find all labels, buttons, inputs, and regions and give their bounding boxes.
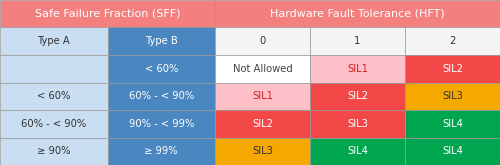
Text: 90% - < 99%: 90% - < 99% <box>128 119 194 129</box>
Text: < 60%: < 60% <box>144 64 178 74</box>
Bar <box>108 82 215 110</box>
Bar <box>215 55 310 82</box>
Bar <box>405 110 500 137</box>
Bar <box>0 137 108 165</box>
Text: 60% - < 90%: 60% - < 90% <box>21 119 86 129</box>
Bar <box>108 55 215 82</box>
Text: SIL1: SIL1 <box>347 64 368 74</box>
Text: ≥ 99%: ≥ 99% <box>144 146 178 156</box>
Bar <box>108 28 215 55</box>
Bar <box>0 110 108 137</box>
Text: SIL3: SIL3 <box>347 119 368 129</box>
Bar <box>215 0 500 28</box>
Text: SIL4: SIL4 <box>442 119 463 129</box>
Text: < 60%: < 60% <box>37 91 70 101</box>
Bar <box>215 82 310 110</box>
Text: SIL2: SIL2 <box>252 119 273 129</box>
Bar <box>215 110 310 137</box>
Bar <box>0 28 108 55</box>
Text: SIL3: SIL3 <box>252 146 273 156</box>
Bar <box>405 28 500 55</box>
Text: Type B: Type B <box>145 36 178 46</box>
Text: SIL2: SIL2 <box>442 64 463 74</box>
Text: SIL3: SIL3 <box>442 91 463 101</box>
Bar <box>310 110 405 137</box>
Bar <box>108 110 215 137</box>
Text: SIL2: SIL2 <box>347 91 368 101</box>
Text: 1: 1 <box>354 36 360 46</box>
Text: ≥ 90%: ≥ 90% <box>37 146 70 156</box>
Text: Type A: Type A <box>38 36 70 46</box>
Bar <box>310 82 405 110</box>
Bar <box>405 137 500 165</box>
Bar <box>0 0 215 28</box>
Bar <box>108 137 215 165</box>
Text: Not Allowed: Not Allowed <box>232 64 292 74</box>
Bar <box>310 137 405 165</box>
Text: Hardware Fault Tolerance (HFT): Hardware Fault Tolerance (HFT) <box>270 9 445 19</box>
Text: 2: 2 <box>450 36 456 46</box>
Bar <box>405 82 500 110</box>
Bar <box>405 55 500 82</box>
Bar <box>310 55 405 82</box>
Bar <box>215 137 310 165</box>
Text: SIL4: SIL4 <box>442 146 463 156</box>
Text: SIL4: SIL4 <box>347 146 368 156</box>
Text: Safe Failure Fraction (SFF): Safe Failure Fraction (SFF) <box>35 9 180 19</box>
Text: SIL1: SIL1 <box>252 91 273 101</box>
Text: 60% - < 90%: 60% - < 90% <box>128 91 194 101</box>
Bar <box>0 55 108 82</box>
Bar <box>0 82 108 110</box>
Bar <box>310 28 405 55</box>
Bar <box>215 28 310 55</box>
Text: 0: 0 <box>260 36 266 46</box>
